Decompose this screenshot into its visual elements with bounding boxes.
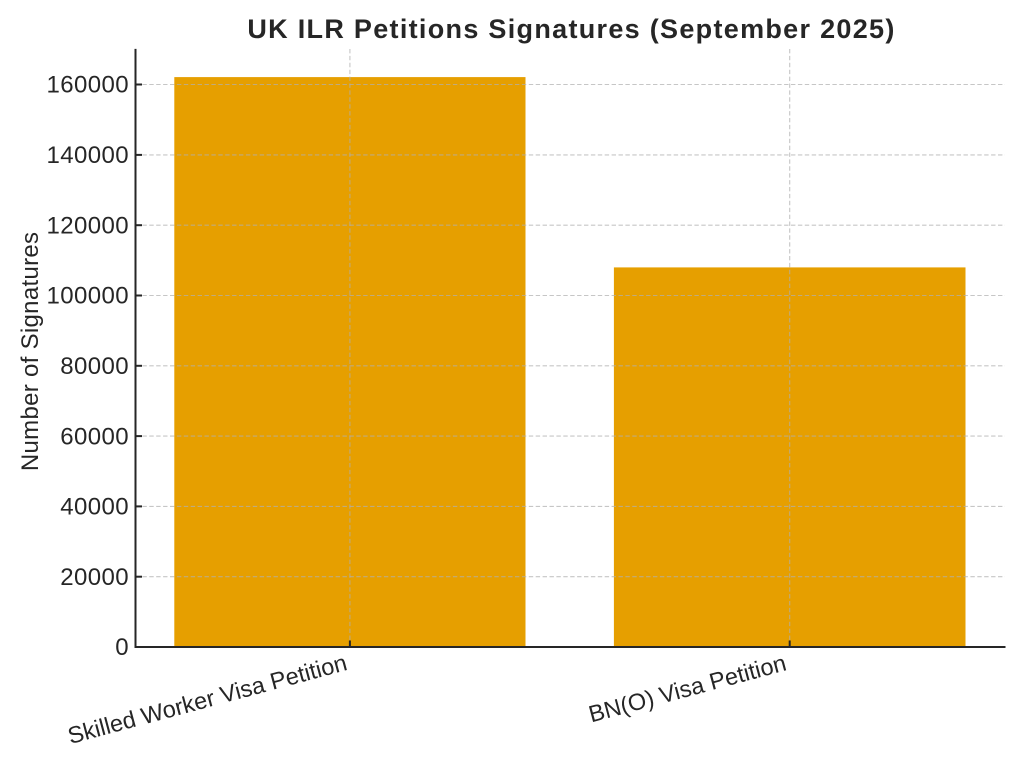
- svg-text:0: 0: [115, 634, 129, 661]
- svg-text:140000: 140000: [47, 142, 130, 169]
- svg-text:20000: 20000: [60, 564, 129, 591]
- svg-text:UK ILR Petitions Signatures (S: UK ILR Petitions Signatures (September 2…: [247, 14, 895, 44]
- svg-text:160000: 160000: [47, 72, 130, 99]
- svg-text:Number of Signatures: Number of Signatures: [17, 232, 44, 471]
- svg-text:100000: 100000: [47, 283, 130, 310]
- svg-text:80000: 80000: [60, 353, 129, 380]
- svg-text:40000: 40000: [60, 494, 129, 521]
- svg-text:120000: 120000: [47, 212, 130, 239]
- svg-text:60000: 60000: [60, 423, 129, 450]
